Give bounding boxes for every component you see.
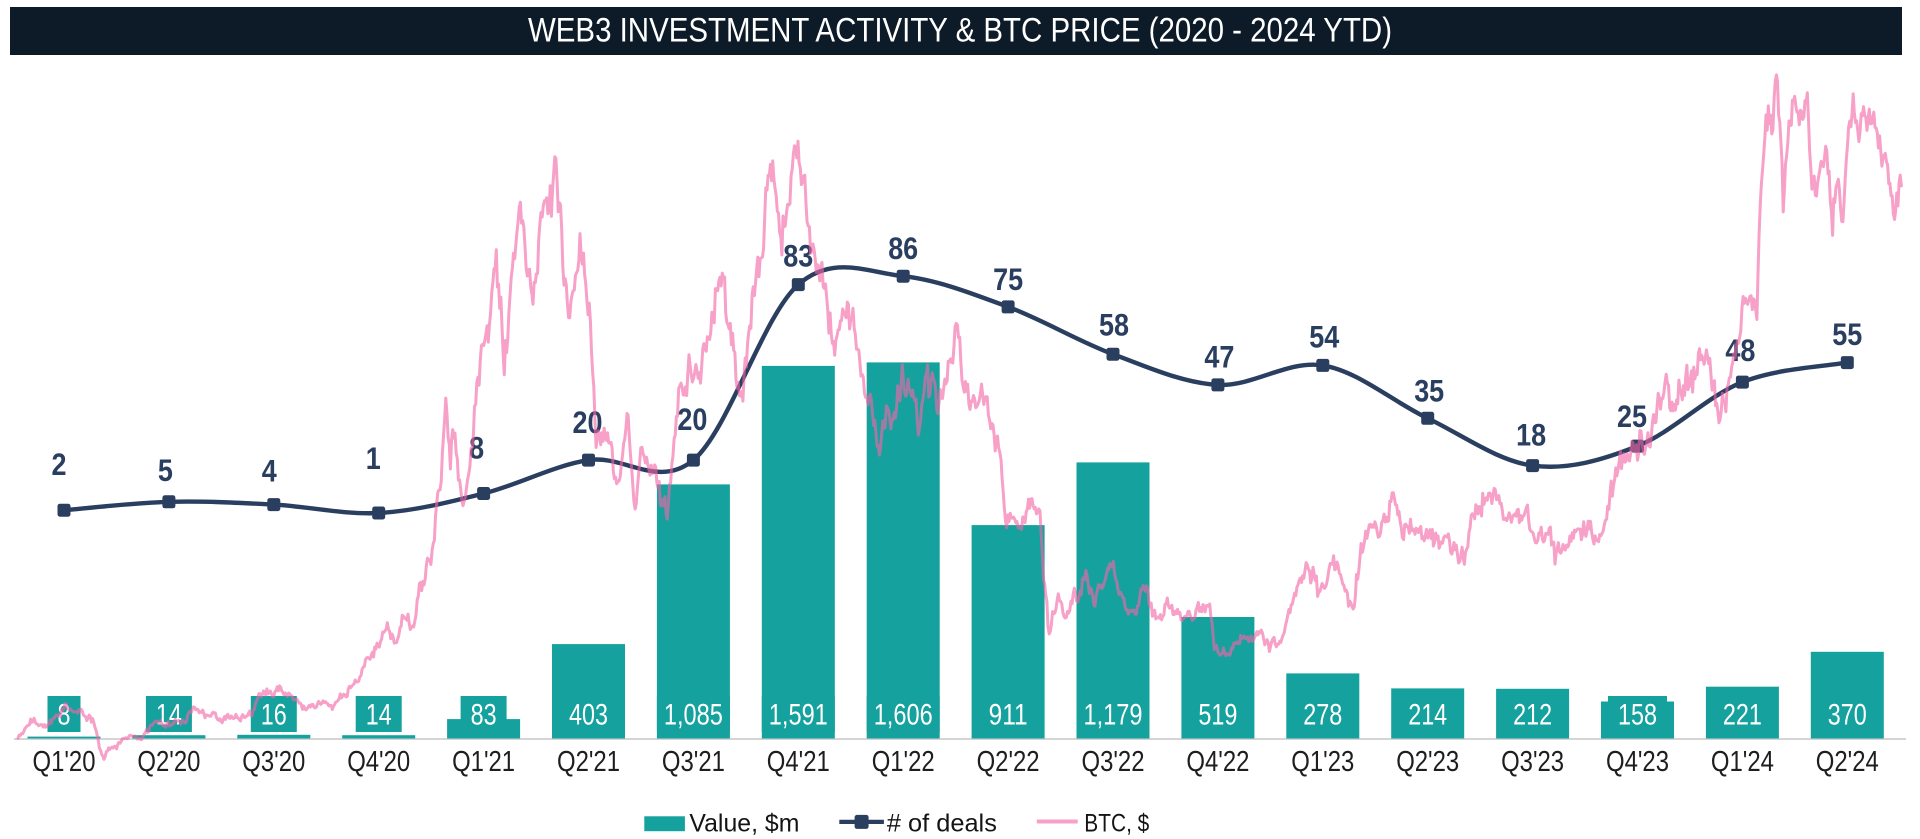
svg-text:Q2'20: Q2'20 [137, 746, 200, 778]
svg-text:Q4'20: Q4'20 [347, 746, 410, 778]
svg-text:158: 158 [1618, 699, 1657, 732]
svg-text:Q1'21: Q1'21 [452, 746, 515, 778]
svg-text:212: 212 [1513, 699, 1552, 732]
svg-text:Q3'21: Q3'21 [662, 746, 725, 778]
svg-text:# of deals: # of deals [887, 810, 997, 838]
svg-text:Q1'24: Q1'24 [1711, 746, 1774, 778]
svg-text:1,591: 1,591 [769, 699, 828, 732]
svg-text:214: 214 [1408, 699, 1447, 732]
svg-text:BTC, $: BTC, $ [1084, 810, 1149, 838]
svg-text:278: 278 [1303, 699, 1342, 732]
svg-text:83: 83 [783, 238, 813, 274]
svg-text:911: 911 [989, 699, 1028, 732]
svg-text:86: 86 [888, 230, 918, 266]
svg-text:14: 14 [366, 699, 392, 732]
svg-text:WEB3 INVESTMENT ACTIVITY & BTC: WEB3 INVESTMENT ACTIVITY & BTC PRICE (20… [528, 12, 1392, 50]
svg-text:Q2'24: Q2'24 [1816, 746, 1879, 778]
svg-text:1: 1 [366, 440, 381, 476]
svg-text:Q1'23: Q1'23 [1291, 746, 1354, 778]
svg-text:2: 2 [52, 446, 67, 482]
svg-text:Q2'23: Q2'23 [1396, 746, 1459, 778]
svg-text:25: 25 [1617, 398, 1647, 434]
svg-text:Q4'21: Q4'21 [767, 746, 830, 778]
svg-text:Q3'20: Q3'20 [242, 746, 305, 778]
svg-text:75: 75 [993, 261, 1023, 297]
svg-text:Q2'21: Q2'21 [557, 746, 620, 778]
svg-text:Q4'22: Q4'22 [1186, 746, 1249, 778]
svg-text:1,179: 1,179 [1084, 699, 1143, 732]
svg-text:1,085: 1,085 [664, 699, 723, 732]
svg-text:403: 403 [569, 699, 608, 732]
svg-text:20: 20 [677, 401, 707, 437]
svg-text:370: 370 [1828, 699, 1867, 732]
svg-text:1,606: 1,606 [874, 699, 933, 732]
svg-text:35: 35 [1414, 372, 1444, 408]
svg-text:55: 55 [1832, 316, 1862, 352]
svg-text:Q2'22: Q2'22 [977, 746, 1040, 778]
svg-text:16: 16 [261, 699, 287, 732]
svg-text:Q3'22: Q3'22 [1082, 746, 1145, 778]
svg-text:Value, $m: Value, $m [689, 810, 799, 838]
svg-text:54: 54 [1309, 318, 1339, 354]
svg-text:221: 221 [1723, 699, 1762, 732]
svg-text:58: 58 [1099, 307, 1129, 343]
svg-text:Q1'20: Q1'20 [33, 746, 96, 778]
svg-text:519: 519 [1198, 699, 1237, 732]
svg-text:Q1'22: Q1'22 [872, 746, 935, 778]
svg-text:83: 83 [471, 699, 497, 732]
svg-text:Q4'23: Q4'23 [1606, 746, 1669, 778]
svg-text:18: 18 [1516, 417, 1546, 453]
svg-text:4: 4 [262, 453, 277, 489]
svg-text:5: 5 [158, 452, 173, 488]
svg-text:47: 47 [1204, 338, 1234, 374]
svg-text:Q3'23: Q3'23 [1501, 746, 1564, 778]
